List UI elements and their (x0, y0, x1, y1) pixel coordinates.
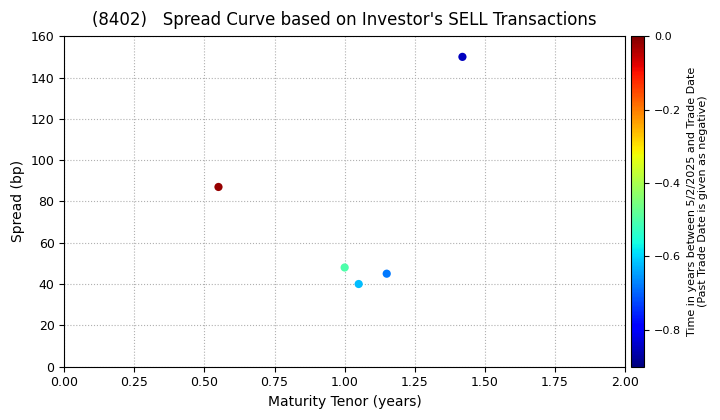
Y-axis label: Time in years between 5/2/2025 and Trade Date
(Past Trade Date is given as negat: Time in years between 5/2/2025 and Trade… (687, 67, 708, 336)
Y-axis label: Spread (bp): Spread (bp) (11, 160, 25, 242)
Point (339, 264, 351, 271)
Point (353, 281, 364, 287)
Title: (8402)   Spread Curve based on Investor's SELL Transactions: (8402) Spread Curve based on Investor's … (92, 11, 597, 29)
Point (381, 270, 392, 277)
Point (456, 53, 468, 60)
X-axis label: Maturity Tenor (years): Maturity Tenor (years) (268, 395, 421, 409)
Point (212, 184, 224, 190)
